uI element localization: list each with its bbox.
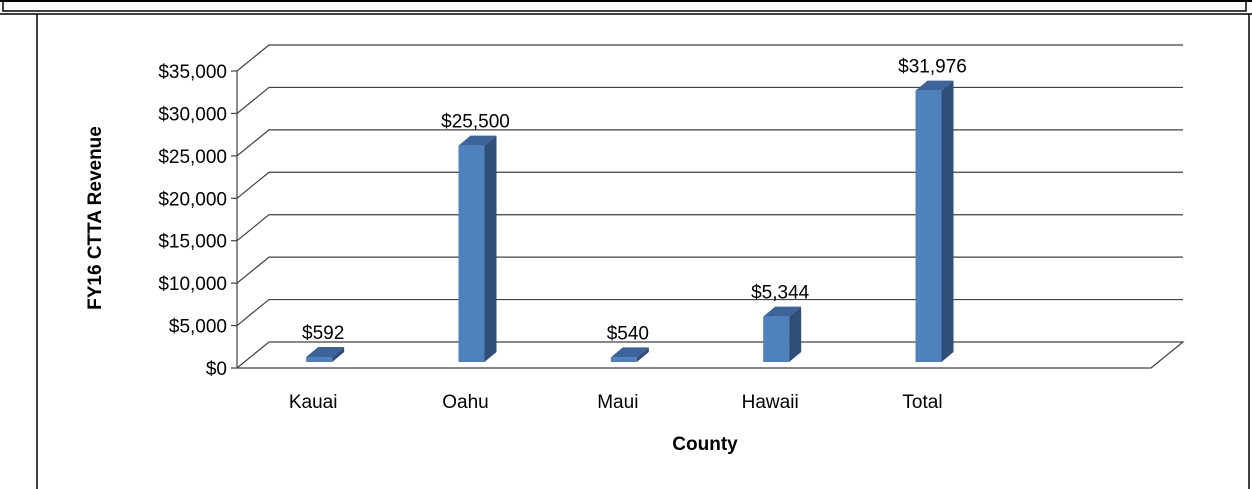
bar-side (332, 346, 345, 362)
y-tick-label: $5,000 (169, 317, 227, 338)
bar-side (941, 80, 954, 362)
data-label: $592 (302, 323, 344, 344)
gridline (236, 214, 1183, 242)
x-axis-ticks: Kauai Oahu Maui Hawaii Total (289, 392, 943, 413)
bar-front (306, 356, 333, 362)
bar-top (458, 135, 497, 146)
y-tick-label: $10,000 (158, 274, 227, 295)
y-tick-label: $15,000 (158, 232, 227, 253)
chart-floor (235, 341, 1185, 369)
bar-top (763, 306, 802, 317)
y-tick-label: $20,000 (158, 189, 227, 210)
bar-top (915, 80, 954, 91)
y-tick-label: $25,000 (158, 147, 227, 168)
bar-front (458, 145, 485, 362)
x-tick-label: Oahu (442, 392, 488, 413)
x-tick-label: Hawaii (742, 392, 799, 413)
bar-series (306, 80, 954, 362)
x-tick-label: Maui (597, 392, 638, 413)
top-border-box (2, 0, 1247, 12)
data-label: $540 (607, 323, 649, 344)
y-tick-label: $0 (206, 359, 227, 380)
bar-top (610, 347, 649, 358)
bar-side (484, 135, 497, 362)
bar-side (789, 306, 802, 362)
bar-front (915, 90, 942, 362)
x-tick-label: Total (902, 392, 942, 413)
gridline (236, 129, 1183, 157)
bar-front (610, 357, 637, 362)
bar-top (306, 346, 345, 357)
gridline (236, 256, 1183, 284)
gridlines (236, 44, 1183, 368)
gridline (236, 86, 1183, 114)
plot-area: $0 $5,000 $10,000 $15,000 $20,000 $25,000 $30,… (158, 44, 1185, 413)
bar-front (763, 316, 790, 362)
gridline (236, 44, 1183, 72)
y-axis-ticks: $0 $5,000 $10,000 $15,000 $20,000 $25,000 $30,… (158, 62, 237, 380)
y-tick-label: $35,000 (158, 62, 227, 83)
gridline (236, 298, 1183, 327)
y-axis-title: FY16 CTTA Revenue (85, 126, 106, 310)
y-tick-label: $30,000 (158, 104, 227, 125)
data-labels: $592 $25,500 $540 $5,344 $31,976 (302, 57, 967, 345)
data-label: $5,344 (751, 283, 810, 304)
data-label: $25,500 (441, 112, 510, 133)
data-label: $31,976 (898, 57, 967, 78)
floor-plane (235, 341, 1185, 369)
gridline (236, 171, 1183, 199)
bar-side (636, 347, 649, 362)
x-axis-title: County (672, 434, 738, 455)
x-tick-label: Kauai (289, 392, 338, 413)
